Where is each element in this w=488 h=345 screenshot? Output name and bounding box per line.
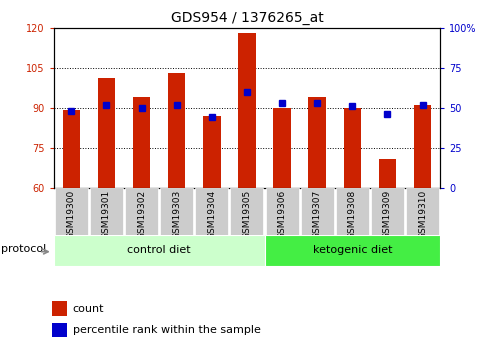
Text: ketogenic diet: ketogenic diet <box>312 245 391 255</box>
Bar <box>273 108 290 188</box>
Text: GSM19306: GSM19306 <box>277 189 286 239</box>
Title: GDS954 / 1376265_at: GDS954 / 1376265_at <box>170 11 323 25</box>
Text: GSM19302: GSM19302 <box>137 189 146 238</box>
Bar <box>55 188 88 235</box>
Bar <box>265 188 298 235</box>
Text: protocol: protocol <box>1 244 46 254</box>
Text: GSM19307: GSM19307 <box>312 189 321 239</box>
Bar <box>98 78 115 188</box>
Bar <box>52 301 67 316</box>
Text: GSM19308: GSM19308 <box>347 189 356 239</box>
Bar <box>264 235 439 266</box>
Bar <box>54 235 264 266</box>
Text: GSM19310: GSM19310 <box>417 189 426 239</box>
Bar <box>413 105 430 188</box>
Bar <box>308 97 325 188</box>
Bar <box>370 188 403 235</box>
Bar <box>203 116 220 188</box>
Text: count: count <box>73 304 104 314</box>
Bar <box>378 159 395 188</box>
Text: GSM19303: GSM19303 <box>172 189 181 239</box>
Text: GSM19300: GSM19300 <box>67 189 76 239</box>
Text: GSM19309: GSM19309 <box>382 189 391 239</box>
Text: GSM19301: GSM19301 <box>102 189 111 239</box>
Text: GSM19304: GSM19304 <box>207 189 216 238</box>
Bar <box>160 188 193 235</box>
Bar <box>125 188 158 235</box>
Bar <box>405 188 438 235</box>
Bar <box>90 188 122 235</box>
Bar <box>335 188 368 235</box>
Bar <box>62 110 80 188</box>
Bar <box>343 108 360 188</box>
Bar <box>52 323 67 337</box>
Bar <box>238 33 255 188</box>
Text: control diet: control diet <box>127 245 191 255</box>
Bar <box>300 188 333 235</box>
Bar <box>195 188 228 235</box>
Bar <box>133 97 150 188</box>
Bar <box>230 188 263 235</box>
Text: GSM19305: GSM19305 <box>242 189 251 239</box>
Text: percentile rank within the sample: percentile rank within the sample <box>73 325 260 335</box>
Bar <box>167 73 185 188</box>
